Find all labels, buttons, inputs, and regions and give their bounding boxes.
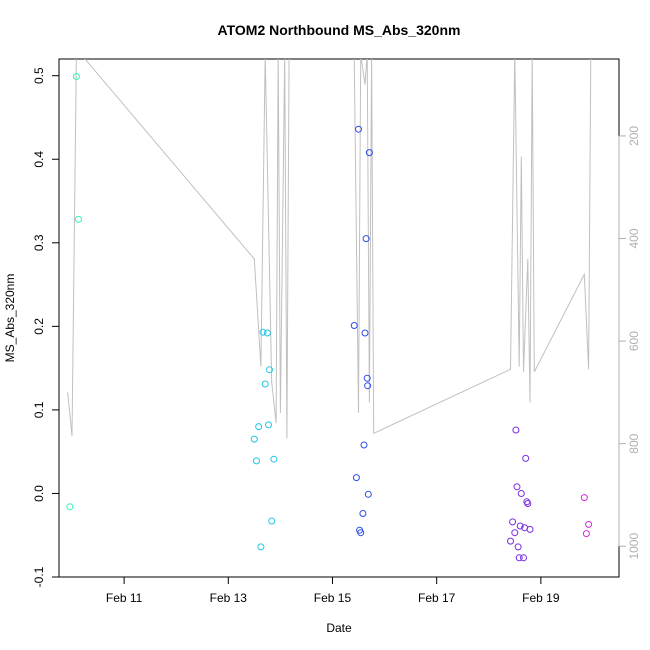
data-point-s1-9 xyxy=(268,517,276,525)
data-point-s3-3 xyxy=(512,426,520,434)
data-point-s1-5 xyxy=(261,380,269,388)
data-point-s1-6 xyxy=(263,329,271,337)
secondary-series-line xyxy=(67,59,592,439)
data-point-s2-4 xyxy=(357,529,365,537)
data-point-s2-12 xyxy=(365,149,373,157)
data-point-s3-5 xyxy=(514,543,522,551)
data-point-s1-10 xyxy=(270,455,278,463)
data-point-s2-0 xyxy=(350,322,358,329)
data-point-s0-0 xyxy=(66,503,74,511)
data-point-s4-0 xyxy=(580,494,588,502)
y2-tick-label: 800 xyxy=(627,433,641,453)
y-tick-label: 0.4 xyxy=(32,151,46,168)
y2-tick-label: 400 xyxy=(627,228,641,248)
x-tick-label: Feb 17 xyxy=(418,591,456,605)
data-point-s1-7 xyxy=(265,421,272,429)
data-point-s2-2 xyxy=(355,125,362,133)
secondary-line-layer xyxy=(67,59,592,439)
x-tick-label: Feb 15 xyxy=(314,591,352,605)
data-point-s2-11 xyxy=(364,490,372,498)
x-axis: Feb 11 Feb 13 Feb 15 Feb 17 Feb 19 xyxy=(106,576,560,605)
data-point-s1-2 xyxy=(255,423,263,431)
data-point-s3-13 xyxy=(524,500,532,507)
y-tick-label: 0.2 xyxy=(32,318,46,335)
y2-tick-label: 200 xyxy=(627,126,641,146)
data-point-s3-12 xyxy=(523,498,531,506)
y2-tick-label: 1000 xyxy=(627,533,641,560)
data-point-s2-1 xyxy=(352,474,360,482)
data-point-s1-0 xyxy=(250,435,258,443)
y-tick-label: 0.5 xyxy=(32,67,46,84)
chart-title: ATOM2 Northbound MS_Abs_320nm xyxy=(218,22,461,38)
data-point-s3-14 xyxy=(526,525,534,533)
y2-axis: 200 400 600 800 1000 xyxy=(618,126,641,560)
points-layer xyxy=(66,73,593,562)
data-point-s4-2 xyxy=(585,520,593,528)
data-point-s3-2 xyxy=(511,529,519,537)
data-point-s2-5 xyxy=(359,510,367,517)
data-point-s3-1 xyxy=(509,518,517,526)
data-point-s3-0 xyxy=(507,537,514,545)
data-point-s2-7 xyxy=(361,329,369,337)
data-point-s0-1 xyxy=(72,73,80,80)
data-point-s3-9 xyxy=(520,554,527,562)
data-point-s0-2 xyxy=(75,215,82,223)
data-point-s1-8 xyxy=(266,366,273,374)
data-point-s2-9 xyxy=(363,374,371,382)
data-point-s3-8 xyxy=(517,490,525,497)
data-point-s3-6 xyxy=(515,554,523,562)
x-tick-label: Feb 11 xyxy=(106,591,143,605)
data-point-s2-6 xyxy=(360,441,368,449)
y-tick-label: 0.0 xyxy=(32,485,46,502)
data-point-s2-8 xyxy=(362,235,370,243)
data-point-s3-11 xyxy=(522,454,530,462)
data-point-s4-1 xyxy=(582,530,590,538)
plot-frame xyxy=(58,58,620,578)
data-point-s2-10 xyxy=(364,382,372,390)
x-axis-label: Date xyxy=(326,621,352,635)
y-tick-label: -0.1 xyxy=(32,566,46,587)
data-point-s1-4 xyxy=(259,328,267,336)
data-point-s3-7 xyxy=(516,522,524,530)
data-point-s1-1 xyxy=(253,457,260,465)
data-point-s3-4 xyxy=(513,483,521,491)
y-axis-label: MS_Abs_320nm xyxy=(3,274,17,363)
y-axis: -0.1 0.0 0.1 0.2 0.3 0.4 0.5 xyxy=(32,67,60,587)
y-tick-label: 0.3 xyxy=(32,234,46,251)
y2-tick-label: 600 xyxy=(627,331,641,351)
data-point-s1-3 xyxy=(257,543,265,551)
y-tick-label: 0.1 xyxy=(32,401,46,418)
x-tick-label: Feb 13 xyxy=(210,591,248,605)
x-tick-label: Feb 19 xyxy=(522,591,560,605)
